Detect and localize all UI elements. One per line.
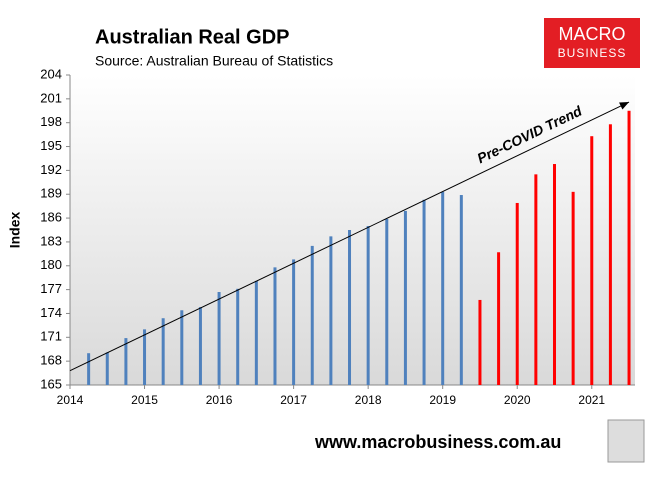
bar <box>478 299 482 385</box>
trend-line <box>69 101 630 372</box>
x-tick-label: 2016 <box>206 393 233 407</box>
y-tick-label: 189 <box>40 186 62 201</box>
bar <box>217 292 221 385</box>
logo-text: MACRO <box>559 24 626 44</box>
x-tick-label: 2017 <box>280 393 307 407</box>
logo-text: BUSINESS <box>558 46 627 60</box>
bar <box>590 136 594 385</box>
bar <box>236 288 240 385</box>
bar <box>143 329 147 385</box>
bar <box>366 226 370 385</box>
y-tick-label: 195 <box>40 138 62 153</box>
bar <box>161 318 165 385</box>
logo <box>544 18 640 68</box>
bar <box>254 280 258 385</box>
y-tick-label: 180 <box>40 257 62 272</box>
bar <box>422 199 426 385</box>
bar <box>273 267 277 385</box>
trend-arrowhead <box>619 102 630 110</box>
x-tick-label: 2018 <box>355 393 382 407</box>
x-tick-label: 2021 <box>578 393 605 407</box>
footer: www.macrobusiness.com.au <box>314 432 561 452</box>
bar <box>329 236 333 385</box>
y-tick-label: 192 <box>40 162 62 177</box>
bar <box>403 210 407 385</box>
y-tick-label: 201 <box>40 90 62 105</box>
bar <box>292 259 296 385</box>
bar <box>627 110 631 386</box>
bar <box>310 245 314 385</box>
x-tick-label: 2019 <box>429 393 456 407</box>
y-tick-label: 204 <box>40 66 62 81</box>
bar <box>459 195 463 385</box>
bar <box>87 353 91 385</box>
bar <box>348 230 352 385</box>
y-tick-label: 171 <box>40 329 62 344</box>
bar <box>385 218 389 385</box>
bar <box>198 307 202 385</box>
y-tick-label: 165 <box>40 376 62 391</box>
bar <box>571 191 575 385</box>
y-tick-label: 174 <box>40 305 62 320</box>
x-tick-label: 2014 <box>57 393 84 407</box>
y-tick-label: 168 <box>40 353 62 368</box>
chart-title: Australian Real GDP <box>95 26 290 48</box>
bar <box>515 202 519 385</box>
wolf-icon <box>607 419 645 463</box>
bar <box>552 164 556 385</box>
y-tick-label: 183 <box>40 233 62 248</box>
chart-subtitle: Source: Australian Bureau of Statistics <box>95 53 333 69</box>
x-tick-label: 2015 <box>131 393 158 407</box>
bar <box>534 174 538 385</box>
bar <box>608 124 612 386</box>
bar <box>105 352 109 385</box>
bar <box>441 191 445 385</box>
y-tick-label: 177 <box>40 281 62 296</box>
y-tick-label: 198 <box>40 114 62 129</box>
bar <box>124 338 128 385</box>
y-axis-label: Index <box>7 212 23 249</box>
bar <box>180 310 184 385</box>
bar <box>497 252 501 385</box>
y-tick-label: 186 <box>40 210 62 225</box>
x-tick-label: 2020 <box>504 393 531 407</box>
